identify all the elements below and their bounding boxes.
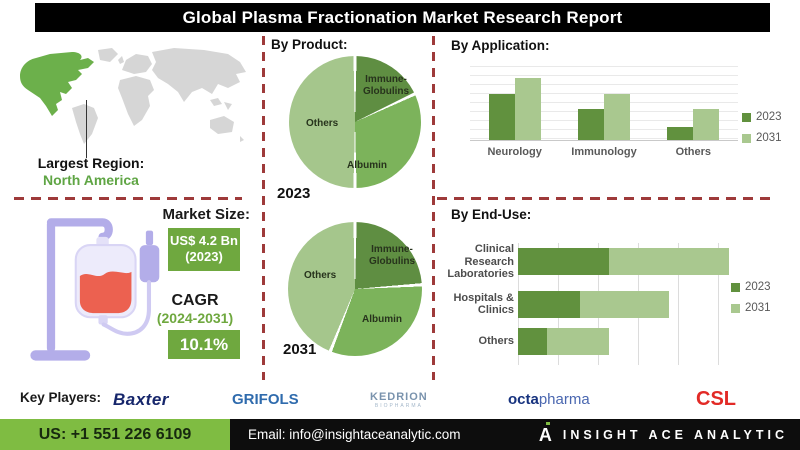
title-bar: Global Plasma Fractionation Market Resea…: [35, 3, 770, 32]
bar-segment-2031: [609, 248, 730, 276]
cagr-label: CAGR: [171, 292, 219, 309]
octapharma-logo-light: pharma: [538, 391, 590, 408]
enduse-category-label: Clinical Research Laboratories: [447, 243, 514, 281]
key-players-row: Key Players: Baxter GRIFOLS KEDRION BIOP…: [0, 388, 800, 416]
legend-item: 2023: [731, 281, 771, 293]
pie-chart-2031: [288, 222, 422, 356]
pie-2031: Immune-Globulins Albumin Others: [288, 222, 422, 356]
divider-vertical-left: [262, 36, 265, 380]
kedrion-logo: KEDRION BIOPHARMA: [370, 391, 428, 409]
octapharma-logo: octapharma: [508, 391, 590, 408]
enduse-row: Hospitals & Clinics: [438, 290, 760, 318]
octapharma-logo-bold: octa: [508, 391, 539, 408]
grifols-logo: GRIFOLS: [232, 391, 299, 408]
baxter-logo: Baxter: [113, 390, 169, 409]
key-players-label: Key Players:: [20, 390, 102, 405]
csl-logo: CSL: [696, 388, 736, 410]
divider-vertical-right: [432, 36, 435, 380]
world-map-svg: [20, 48, 246, 144]
by-enduse-heading: By End-Use:: [451, 207, 532, 222]
bar-2023: [577, 108, 604, 140]
bar-2031: [603, 94, 630, 140]
bar-2023: [667, 126, 694, 140]
iv-bag-icon: [28, 210, 173, 375]
pie-label-immune-globulins: Immune-Globulins: [362, 74, 410, 97]
cagr-badge: 10.1%: [168, 330, 240, 360]
market-size-label: Market Size:: [162, 206, 250, 223]
cagr-period: (2024-2031): [156, 310, 234, 326]
legend-item: 2031: [731, 302, 771, 314]
enduse-bar: [518, 290, 758, 318]
application-plot: [470, 66, 738, 141]
category-label: Neurology: [487, 146, 542, 158]
world-map: [14, 44, 258, 152]
application-xlabels: Neurology Immunology Others: [470, 146, 738, 158]
divider-horizontal-right: [437, 197, 773, 200]
legend-swatch: [731, 282, 740, 292]
brand-logo-icon: A: [539, 421, 555, 446]
market-size-year: (2023): [185, 249, 223, 265]
enduse-category-label: Others: [478, 335, 514, 348]
largest-region-label: Largest Region:: [37, 155, 145, 171]
phone-banner: US: +1 551 226 6109: [0, 419, 230, 450]
enduse-category-label: Hospitals & Clinics: [453, 291, 514, 317]
bar-group: [488, 66, 541, 140]
kedrion-logo-text: KEDRION: [370, 391, 428, 403]
legend-label: 2031: [745, 302, 771, 314]
bar-segment-2023: [518, 248, 610, 276]
enduse-bar: [518, 327, 758, 355]
bar-segment-2031: [546, 327, 610, 355]
bar-2023: [488, 94, 515, 140]
bar-2031: [514, 77, 541, 140]
pie-label-albumin: Albumin: [347, 160, 387, 171]
application-legend: 2023 2031: [742, 111, 782, 144]
bar-group: [577, 66, 630, 140]
footer-bar: US: +1 551 226 6109 Email: info@insighta…: [0, 419, 800, 450]
pie-year-2023: 2023: [277, 185, 311, 202]
enduse-rows: Clinical Research Laboratories Hospitals …: [438, 243, 760, 355]
legend-label: 2031: [756, 132, 782, 144]
bar-group: [667, 66, 720, 140]
category-label: Others: [675, 146, 712, 158]
enduse-row: Clinical Research Laboratories: [438, 243, 760, 281]
divider-horizontal-left: [14, 197, 242, 200]
region-pointer-line: [86, 100, 87, 158]
market-size-value: US$ 4.2 Bn: [170, 233, 238, 248]
bar-2031: [693, 108, 720, 140]
page-title: Global Plasma Fractionation Market Resea…: [182, 7, 623, 27]
brand: A INSIGHT ACE ANALYTIC: [539, 421, 788, 446]
bar-segment-2023: [518, 290, 581, 318]
north-america-highlight: [20, 52, 94, 116]
pie-label-others: Others: [306, 118, 339, 129]
pie-2023: Immune-Globulins Albumin Others: [289, 56, 421, 188]
enduse-chart: Clinical Research Laboratories Hospitals …: [438, 243, 760, 365]
email-text: Email: info@insightaceanalytic.com: [248, 427, 461, 442]
by-application-heading: By Application:: [451, 38, 550, 53]
market-size-badge: US$ 4.2 Bn (2023): [168, 228, 240, 271]
pie-label-immune-globulins: Immune-Globulins: [368, 244, 416, 267]
kedrion-logo-subtext: BIOPHARMA: [374, 403, 423, 409]
email-banner: Email: info@insightaceanalytic.com A INS…: [230, 419, 800, 450]
enduse-row: Others: [438, 327, 760, 355]
legend-swatch: [742, 112, 751, 122]
legend-swatch: [731, 303, 740, 313]
largest-region-value: North America: [43, 172, 139, 188]
category-label: Immunology: [571, 146, 637, 158]
pie-year-2031: 2031: [283, 341, 317, 358]
legend-item: 2031: [742, 132, 782, 144]
legend-swatch: [742, 133, 751, 143]
bar-segment-2023: [518, 327, 547, 355]
enduse-legend: 2023 2031: [731, 281, 771, 314]
pie-label-albumin: Albumin: [362, 314, 402, 325]
enduse-bar: [518, 248, 758, 276]
legend-label: 2023: [745, 281, 771, 293]
by-product-heading: By Product:: [271, 37, 348, 52]
brand-name: INSIGHT ACE ANALYTIC: [562, 427, 788, 442]
legend-label: 2023: [756, 111, 782, 123]
pie-label-others: Others: [304, 270, 337, 281]
pie-chart-2023: [289, 56, 421, 188]
legend-item: 2023: [742, 111, 782, 123]
bar-segment-2031: [580, 290, 670, 318]
